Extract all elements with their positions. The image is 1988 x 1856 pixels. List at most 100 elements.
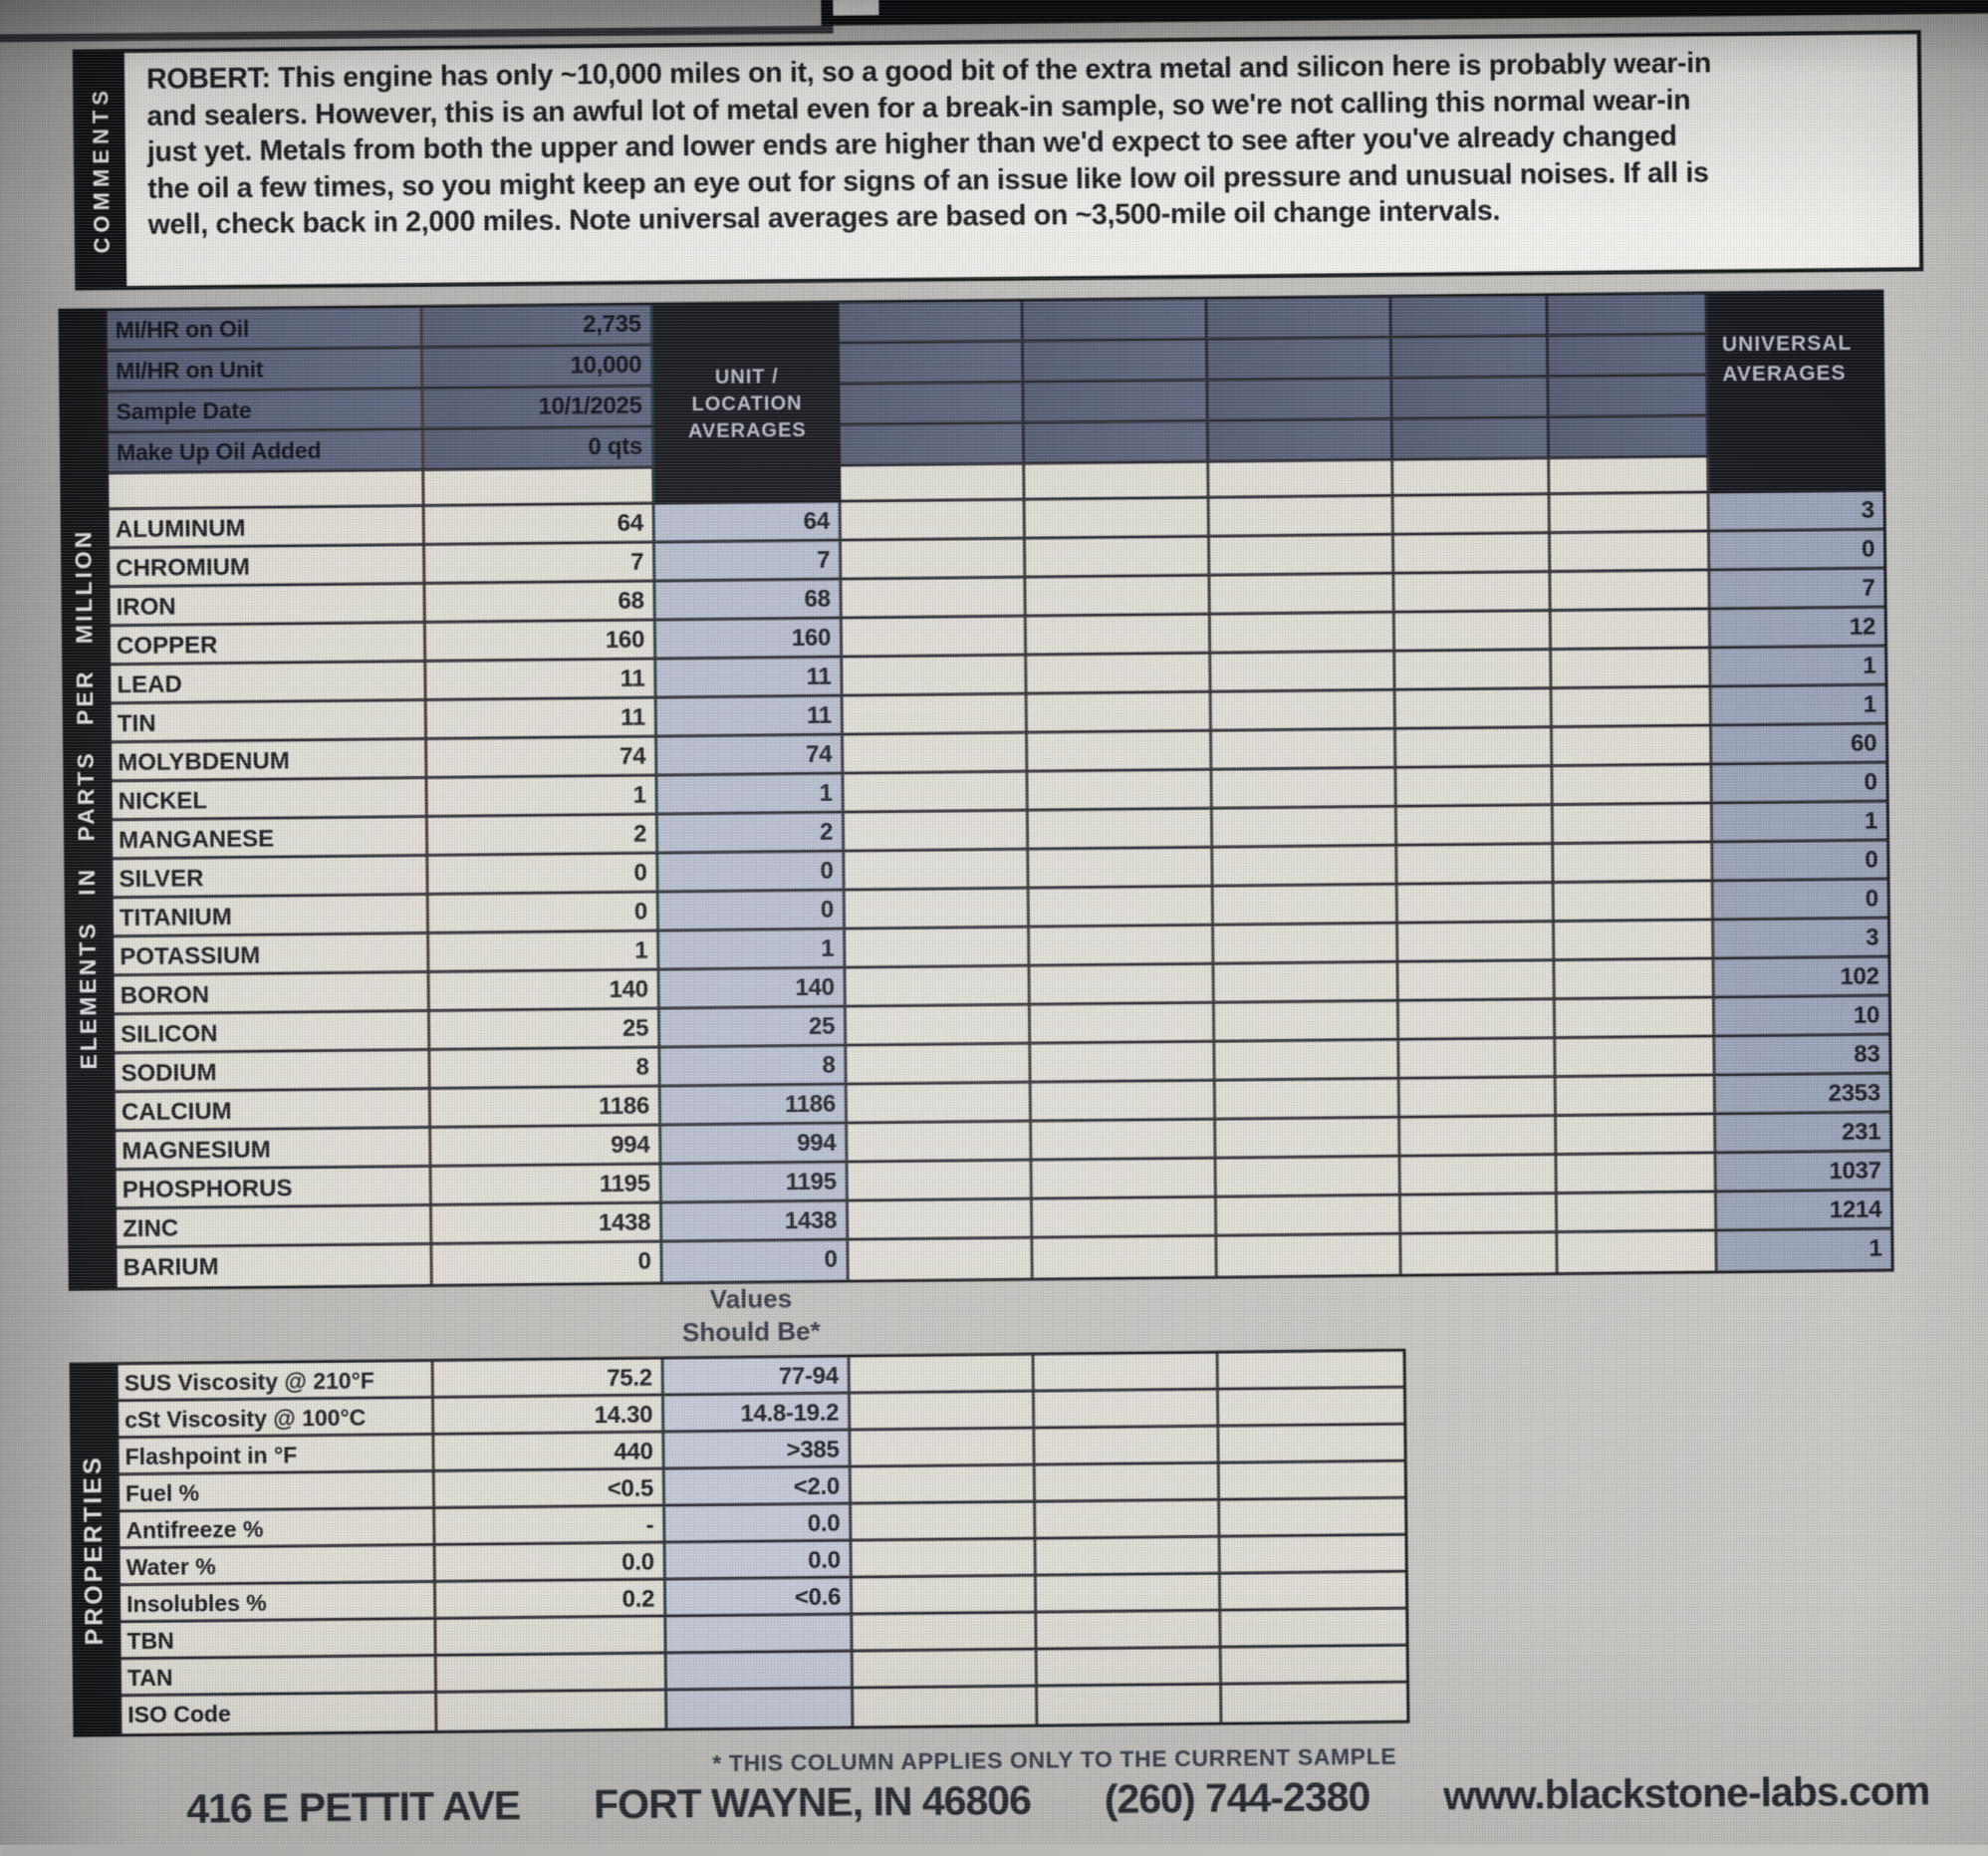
comments-side-label-text: COMMENTS <box>88 86 116 254</box>
property-should-be-cell: 0.0 <box>665 1505 852 1541</box>
element-current-cell: 140 <box>430 971 660 1009</box>
element-history-cell <box>1553 765 1712 803</box>
element-name-cell: SODIUM <box>115 1051 430 1090</box>
element-history-cell <box>1028 693 1212 731</box>
property-should-be-cell: 14.8-19.2 <box>664 1395 851 1431</box>
property-current-cell <box>437 1691 667 1729</box>
element-universal-avg-cell: 0 <box>1713 842 1886 880</box>
element-history-cell <box>846 967 1030 1005</box>
element-history-cell <box>1400 1078 1557 1116</box>
element-history-cell <box>1555 882 1714 920</box>
property-history-cell <box>851 1356 1035 1392</box>
property-history-cell <box>854 1651 1038 1687</box>
element-history-cell <box>846 890 1030 928</box>
element-history-cell <box>1217 1158 1401 1195</box>
property-history-cell <box>1219 1426 1403 1461</box>
footer-address: 416 E PETTIT AVE <box>186 1782 520 1833</box>
elements-section: ELEMENTS IN PARTS PER MILLION MI/HR on O… <box>58 290 1893 1291</box>
element-current-cell: 68 <box>425 583 655 621</box>
element-history-cell <box>842 501 1026 539</box>
element-history-cell <box>1210 575 1394 613</box>
element-history-cell <box>1029 810 1213 848</box>
element-history-cell <box>1397 806 1554 844</box>
element-universal-avg-cell: 12 <box>1711 609 1884 647</box>
element-name-cell: PHOSPHORUS <box>117 1168 432 1206</box>
element-name-cell: SILVER <box>113 857 428 896</box>
element-universal-avg-cell: 0 <box>1712 764 1885 802</box>
spacer-cell <box>109 471 424 507</box>
property-history-cell <box>1035 1428 1219 1463</box>
element-history-cell <box>849 1239 1033 1280</box>
element-current-cell: 64 <box>425 505 655 543</box>
element-history-cell <box>1210 536 1394 574</box>
element-name-cell: TIN <box>112 701 427 740</box>
window-top-right-bar <box>821 0 1988 26</box>
element-history-cell <box>848 1123 1032 1161</box>
element-history-cell <box>1027 655 1211 692</box>
property-current-cell <box>437 1654 667 1690</box>
element-current-cell: 1186 <box>431 1088 661 1126</box>
element-current-cell: 8 <box>430 1049 660 1087</box>
element-universal-avg-cell: 3 <box>1714 920 1887 957</box>
unit-avg-header-line: LOCATION <box>691 390 802 417</box>
element-history-cell <box>847 1006 1031 1044</box>
header-empty-cell <box>1025 422 1209 462</box>
property-current-cell: 75.2 <box>434 1359 664 1395</box>
element-history-cell <box>1214 925 1398 962</box>
element-current-cell: 1195 <box>432 1166 662 1203</box>
universal-averages-header: UNIVERSAL AVERAGES <box>1707 293 1882 494</box>
element-history-cell <box>1398 961 1555 999</box>
spacer-cell <box>1393 459 1550 494</box>
element-history-cell <box>845 851 1029 889</box>
property-history-cell <box>1221 1610 1405 1646</box>
element-history-cell <box>1552 649 1711 686</box>
property-history-cell <box>853 1614 1037 1650</box>
comments-side-label: COMMENTS <box>77 53 126 286</box>
property-history-cell <box>1036 1538 1220 1574</box>
element-universal-avg-cell: 1037 <box>1716 1153 1889 1191</box>
element-history-cell <box>1216 1119 1400 1157</box>
element-history-cell <box>1216 1080 1400 1118</box>
element-history-cell <box>1396 728 1553 766</box>
element-unit-avg-cell: 0 <box>658 853 845 891</box>
header-empty-cell <box>1207 298 1391 338</box>
element-history-cell <box>843 657 1027 694</box>
footer-website: www.blackstone-labs.com <box>1443 1767 1930 1819</box>
header-empty-cell <box>1024 341 1208 381</box>
element-history-cell <box>1026 577 1210 615</box>
property-history-cell <box>853 1540 1037 1576</box>
property-should-be-cell: <0.6 <box>666 1579 853 1615</box>
property-name-cell: Antifreeze % <box>120 1509 435 1546</box>
element-current-cell: 0 <box>432 1243 662 1284</box>
element-universal-avg-cell: 1 <box>1711 648 1884 685</box>
spacer-cell <box>1025 463 1209 498</box>
element-history-cell <box>1212 691 1396 729</box>
property-name-cell: SUS Viscosity @ 210°F <box>119 1362 434 1399</box>
element-unit-avg-cell: 0 <box>659 892 846 929</box>
element-history-cell <box>849 1200 1033 1238</box>
element-history-cell <box>1026 499 1210 537</box>
window-top-divider <box>0 26 834 43</box>
element-history-cell <box>1214 886 1398 924</box>
header-empty-cell <box>1024 382 1208 421</box>
property-history-cell <box>1220 1536 1404 1572</box>
element-universal-avg-cell: 83 <box>1715 1036 1888 1074</box>
property-current-cell: 0.2 <box>436 1580 666 1616</box>
header-empty-cell <box>841 424 1025 464</box>
property-history-cell <box>854 1688 1038 1726</box>
spacer-cell <box>1550 457 1709 492</box>
header-empty-cell <box>1550 416 1709 456</box>
universal-avg-header-line: UNIVERSAL <box>1722 329 1881 361</box>
element-unit-avg-cell: 1438 <box>662 1202 849 1240</box>
header-empty-cell <box>1549 335 1708 375</box>
element-history-cell <box>1210 497 1394 535</box>
header-empty-cell <box>1391 296 1548 336</box>
element-history-cell <box>1213 847 1397 885</box>
element-history-cell <box>1398 923 1555 960</box>
element-universal-avg-cell: 1 <box>1717 1230 1890 1271</box>
element-history-cell <box>1557 1076 1716 1114</box>
element-history-cell <box>1555 921 1714 958</box>
property-current-cell: 14.30 <box>434 1396 664 1432</box>
property-current-cell: 0.0 <box>436 1543 666 1579</box>
